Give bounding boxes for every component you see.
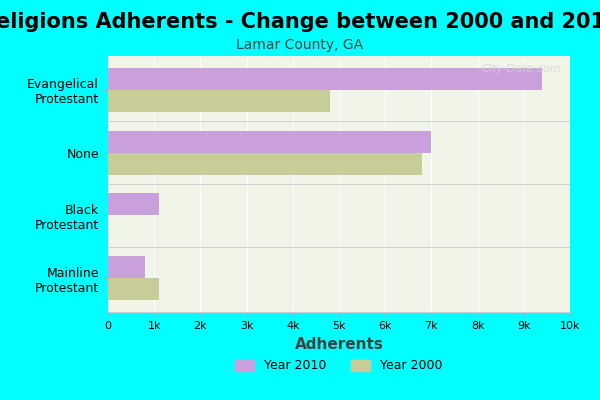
Bar [108, 90, 330, 112]
X-axis label: Adherents: Adherents [295, 336, 383, 352]
Bar [108, 194, 159, 216]
Bar [108, 68, 542, 90]
Legend: Year 2010, Year 2000: Year 2010, Year 2000 [230, 354, 448, 378]
Bar [108, 152, 422, 174]
Text: Religions Adherents - Change between 2000 and 2010: Religions Adherents - Change between 200… [0, 12, 600, 32]
Bar [108, 278, 159, 300]
Text: City-Data.com: City-Data.com [481, 64, 561, 74]
Text: Lamar County, GA: Lamar County, GA [236, 38, 364, 52]
Bar [108, 256, 145, 278]
Bar [108, 130, 431, 152]
